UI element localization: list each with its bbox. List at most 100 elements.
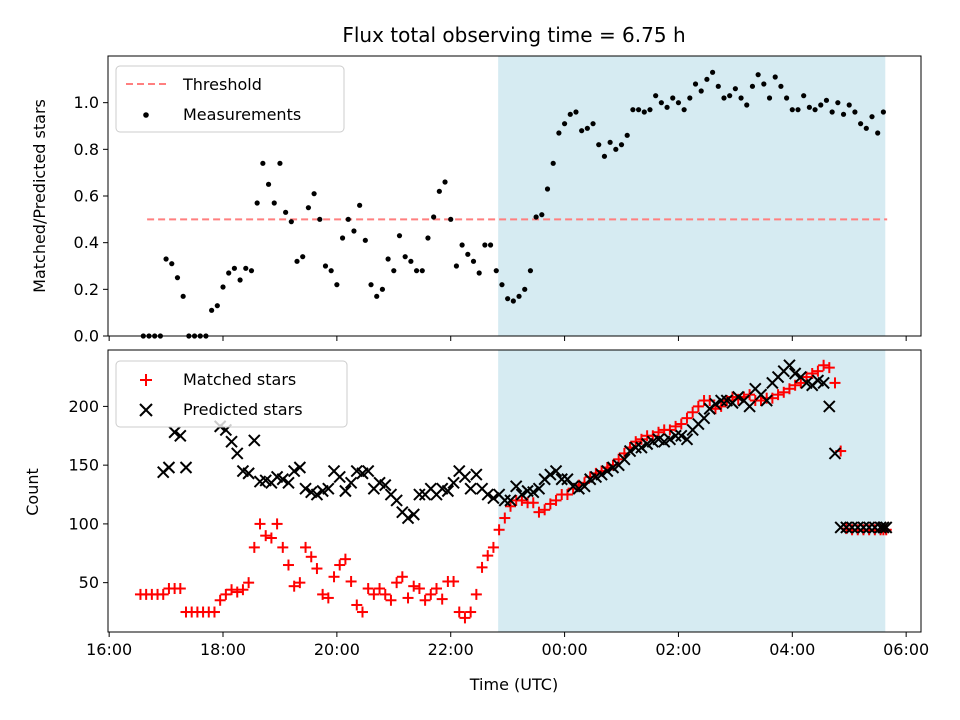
measurement-point <box>368 282 374 288</box>
observing-window-span-bottom <box>498 350 886 632</box>
measurement-point <box>351 228 357 234</box>
measurement-point <box>522 286 528 292</box>
ratio-y-axis-label: Matched/Predicted stars <box>30 99 49 293</box>
predicted-point <box>732 390 745 404</box>
measurement-point <box>880 109 886 115</box>
measurement-point <box>675 100 682 106</box>
measurement-point <box>727 93 733 99</box>
predicted-point <box>293 461 307 474</box>
measurement-point <box>334 282 340 288</box>
measurement-point <box>465 251 471 257</box>
matched-point <box>505 500 516 512</box>
measurement-point <box>482 242 488 248</box>
matched-point <box>271 518 283 530</box>
measurement-point <box>413 268 420 274</box>
measurement-point <box>527 268 534 274</box>
predicted-point <box>231 447 244 460</box>
measurement-point <box>801 93 807 99</box>
matched-point <box>772 389 784 401</box>
chart-title: Flux total observing time = 6.75 h <box>342 23 685 47</box>
matched-point <box>499 512 511 524</box>
measurement-point <box>738 95 744 101</box>
predicted-point <box>874 521 887 534</box>
matched-point <box>419 594 431 606</box>
ratio-legend-box <box>115 65 345 133</box>
measurement-point <box>596 142 602 148</box>
matched-point <box>243 577 255 589</box>
predicted-point <box>788 367 802 380</box>
measurement-point <box>362 237 368 243</box>
counts-y-ticks: 50 100 150 200 <box>68 397 108 592</box>
measurement-point <box>761 81 767 87</box>
y-tick-label: 150 <box>68 456 99 475</box>
matched-point <box>339 553 351 565</box>
matched-point <box>334 559 346 571</box>
measurement-point <box>283 209 289 215</box>
ratio-x-ticks <box>108 336 907 341</box>
matched-point <box>453 606 465 618</box>
matched-point <box>653 426 665 438</box>
measurement-point <box>277 160 283 166</box>
predicted-point <box>680 433 694 446</box>
predicted-point <box>851 521 864 534</box>
predicted-point <box>828 447 842 460</box>
matched-point <box>670 420 682 432</box>
measurement-point <box>550 160 556 166</box>
measurement-point <box>704 76 710 82</box>
measurement-point <box>635 107 642 113</box>
measurement-point <box>829 109 835 115</box>
measurements-series <box>140 69 886 339</box>
measurement-point <box>613 146 619 152</box>
predicted-point <box>458 470 472 484</box>
measurement-point <box>812 107 818 113</box>
matched-point <box>248 541 260 553</box>
measurement-point <box>345 216 351 222</box>
predicted-point <box>783 359 796 372</box>
measurement-point <box>408 258 414 264</box>
measurement-point <box>209 307 215 313</box>
predicted-point <box>877 521 890 534</box>
matched-point <box>408 580 420 592</box>
matched-point <box>425 588 437 600</box>
predicted-point <box>498 494 512 507</box>
measurement-point <box>607 139 613 145</box>
ratio-legend: Threshold Measurements <box>115 65 345 133</box>
predicted-point <box>544 468 557 481</box>
predicted-point <box>248 434 261 447</box>
measurement-point <box>357 202 363 208</box>
matched-point <box>157 588 169 600</box>
y-tick-label: 200 <box>68 397 99 416</box>
measurement-point <box>681 107 687 113</box>
matched-point <box>430 583 442 595</box>
y-tick-label: 50 <box>79 573 99 592</box>
y-tick-label: 0.0 <box>74 327 99 346</box>
x-tick-label: 18:00 <box>200 640 246 659</box>
measurement-point <box>698 88 704 94</box>
matched-point <box>220 588 232 600</box>
predicted-point <box>862 521 876 534</box>
measurement-point <box>795 107 801 113</box>
measurement-point <box>288 219 294 225</box>
matched-point <box>214 594 226 606</box>
measurement-point <box>664 104 670 110</box>
counts-x-ticks: 16:00 18:00 20:00 22:00 00:00 02:00 04:00 06:00 <box>86 632 929 659</box>
measurement-point <box>579 128 585 134</box>
matched-point <box>379 588 391 600</box>
predicted-point <box>379 478 392 492</box>
measurement-point <box>470 258 477 264</box>
measurement-point <box>846 102 852 108</box>
measurement-point <box>784 95 790 101</box>
predicted-point <box>470 468 483 481</box>
predicted-point <box>333 470 346 484</box>
measurement-point <box>789 107 795 113</box>
measurement-point <box>226 270 232 276</box>
measurement-point <box>317 216 323 222</box>
measurement-point <box>379 286 386 292</box>
measurement-point <box>294 258 300 264</box>
measurement-point <box>505 296 511 302</box>
measurement-point <box>852 109 858 115</box>
counts-legend-box <box>115 360 348 428</box>
matched-point <box>482 550 494 562</box>
matched-point <box>778 386 790 398</box>
